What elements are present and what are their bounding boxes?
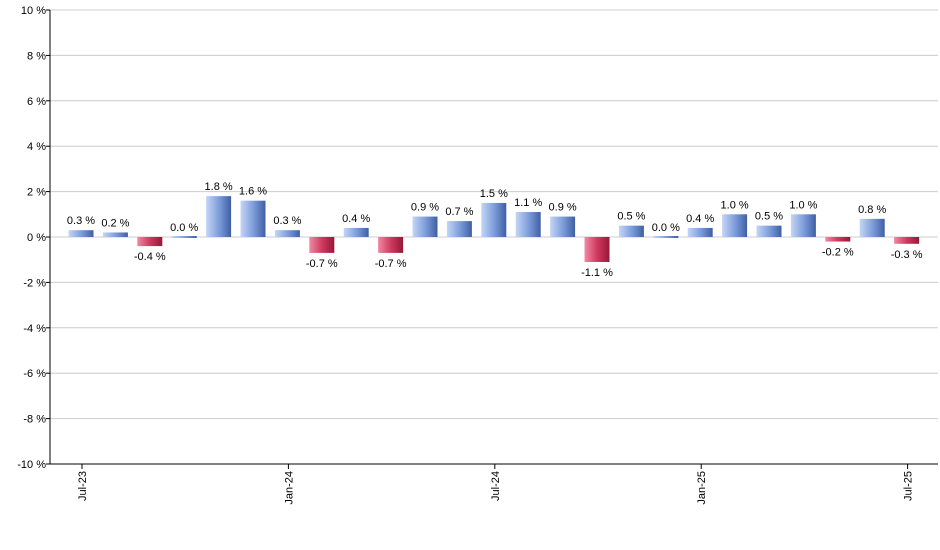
y-tick-label: -4 % — [23, 323, 46, 335]
bar — [584, 237, 610, 262]
data-label: -0.7 % — [306, 258, 338, 270]
data-label: 0.3 % — [67, 215, 95, 227]
bar — [515, 212, 541, 237]
data-label: 0.8 % — [858, 204, 886, 216]
bar — [790, 214, 816, 237]
data-label: 0.4 % — [686, 213, 714, 225]
bar — [412, 216, 438, 237]
data-label: -0.2 % — [822, 247, 854, 259]
bar — [137, 237, 163, 247]
bar — [550, 216, 576, 237]
data-label: 1.5 % — [480, 188, 508, 200]
data-label: 0.5 % — [617, 211, 645, 223]
bar — [378, 237, 404, 253]
bar — [859, 218, 885, 237]
bar — [206, 196, 232, 237]
x-tick-label: Jul-23 — [77, 471, 89, 501]
data-labels: 0.3 % 0.2 % -0.4 % 0.0 % 1.8 % 1.6 % 0.3 % -0.7… — [67, 181, 923, 279]
bar — [722, 214, 748, 237]
data-label: 0.7 % — [445, 206, 473, 218]
bar — [687, 227, 713, 237]
data-label: 1.8 % — [205, 181, 233, 193]
data-label: -0.3 % — [891, 249, 923, 261]
bar — [343, 227, 369, 237]
y-tick-label: 4 % — [27, 141, 46, 153]
y-tick-label: 10 % — [21, 5, 46, 17]
x-tick-label: Jan-24 — [283, 471, 295, 505]
bar — [894, 237, 920, 244]
y-tick-label: 2 % — [27, 187, 46, 199]
data-label: -1.1 % — [581, 267, 613, 279]
data-label: 0.0 % — [170, 222, 198, 234]
data-label: -0.4 % — [134, 251, 166, 263]
bar — [309, 237, 335, 253]
bar — [756, 225, 782, 237]
data-label: 1.6 % — [239, 186, 267, 198]
data-label: 1.1 % — [514, 197, 542, 209]
data-label: 1.0 % — [789, 199, 817, 211]
bar — [481, 202, 507, 237]
x-tick-label: Jul-24 — [490, 471, 502, 501]
y-tick-label: 0 % — [27, 232, 46, 244]
y-tick-label: 6 % — [27, 96, 46, 108]
y-tick-label: -8 % — [23, 414, 46, 426]
data-label: 0.2 % — [101, 217, 129, 229]
data-label: 0.9 % — [411, 202, 439, 214]
x-tick-label: Jan-25 — [696, 471, 708, 505]
x-tick-label: Jul-25 — [903, 471, 915, 501]
data-label: 0.5 % — [755, 211, 783, 223]
data-label: 0.0 % — [652, 222, 680, 234]
bar — [446, 221, 472, 237]
axes: 10 % 8 % 6 % 4 % 2 % 0 % -2 % -4 % -6 % -8 % -10 %… — [17, 5, 938, 505]
y-tick-label: -2 % — [23, 277, 46, 289]
bar — [825, 237, 851, 242]
data-label: 1.0 % — [721, 199, 749, 211]
data-label: -0.7 % — [375, 258, 407, 270]
data-label: 0.4 % — [342, 213, 370, 225]
y-tick-label: -6 % — [23, 368, 46, 380]
data-label: 0.3 % — [273, 215, 301, 227]
bar — [240, 200, 266, 237]
bars — [68, 196, 920, 262]
y-tick-label: -10 % — [17, 459, 46, 471]
bar — [102, 232, 128, 237]
bar — [618, 225, 644, 237]
bar — [274, 230, 300, 237]
bar — [653, 236, 679, 238]
y-tick-label: 8 % — [27, 50, 46, 62]
bar — [171, 236, 197, 238]
bar — [68, 230, 94, 237]
data-label: 0.9 % — [549, 202, 577, 214]
